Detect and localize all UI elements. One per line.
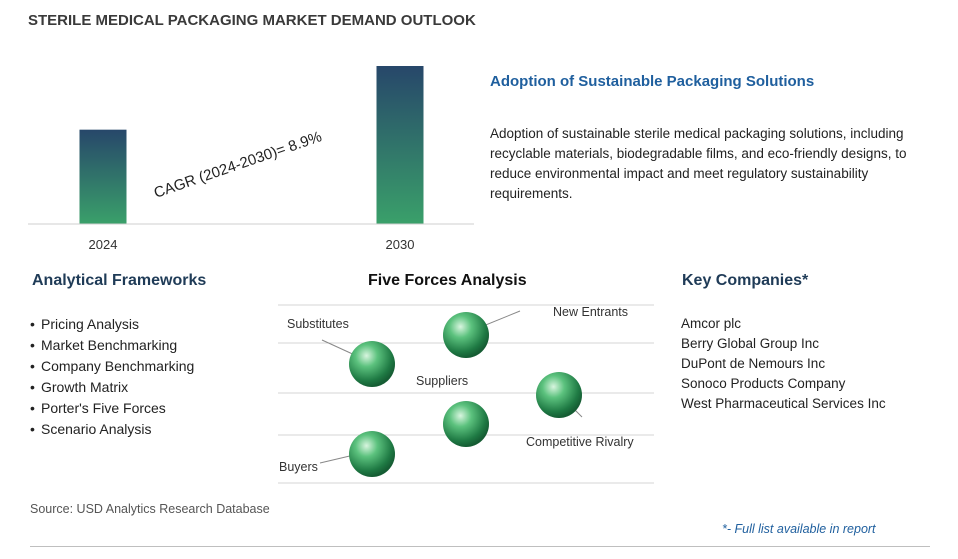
list-item: Scenario Analysis — [30, 419, 194, 440]
list-item: DuPont de Nemours Inc — [681, 356, 826, 371]
cagr-annotation: CAGR (2024-2030)= 8.9% — [152, 128, 324, 201]
x-tick-label-2030: 2030 — [386, 237, 415, 252]
list-item: Sonoco Products Company — [681, 376, 846, 391]
trend-heading: Adoption of Sustainable Packaging Soluti… — [490, 73, 815, 90]
sphere-substitutes — [349, 341, 395, 387]
x-tick-label-2024: 2024 — [89, 237, 118, 252]
list-item: Amcor plc — [681, 316, 742, 331]
list-item: Growth Matrix — [30, 377, 194, 398]
sphere-buyers — [349, 431, 395, 477]
list-item: Berry Global Group Inc — [681, 336, 820, 351]
sphere-competitive-rivalry — [536, 372, 582, 418]
list-item: West Pharmaceutical Services Inc — [681, 396, 886, 411]
five-forces-diagram — [278, 304, 654, 484]
page-title: STERILE MEDICAL PACKAGING MARKET DEMAND … — [28, 12, 476, 29]
force-label-suppliers: Suppliers — [416, 374, 469, 388]
list-item: Porter's Five Forces — [30, 398, 194, 419]
sphere-suppliers — [443, 401, 489, 447]
frameworks-heading: Analytical Frameworks — [32, 272, 207, 289]
connector-buyers — [319, 454, 355, 464]
bar-2024 — [79, 129, 127, 224]
force-label-buyers: Buyers — [279, 460, 318, 474]
footer-divider — [30, 546, 930, 547]
source-note: Source: USD Analytics Research Database — [30, 502, 270, 516]
five-forces-heading: Five Forces Analysis — [368, 272, 527, 289]
market-bar-chart: 2024 2030 CAGR (2024-2030)= 8.9% — [28, 66, 474, 252]
companies-heading: Key Companies* — [682, 272, 809, 289]
force-label-substitutes: Substitutes — [287, 317, 349, 331]
force-label-new-entrants: New Entrants — [553, 305, 629, 319]
full-list-note: *- Full list available in report — [722, 522, 876, 536]
list-item: Company Benchmarking — [30, 356, 194, 377]
force-label-competitive-rivalry: Competitive Rivalry — [526, 435, 634, 449]
list-item: Market Benchmarking — [30, 335, 194, 356]
frameworks-list: Pricing Analysis Market Benchmarking Com… — [30, 314, 194, 440]
companies-list: Amcor plc Berry Global Group Inc DuPont … — [681, 314, 886, 414]
trend-description: Adoption of sustainable sterile medical … — [490, 126, 907, 201]
list-item: Pricing Analysis — [30, 314, 194, 335]
sphere-new-entrants — [443, 312, 489, 358]
bar-2030 — [376, 66, 424, 224]
